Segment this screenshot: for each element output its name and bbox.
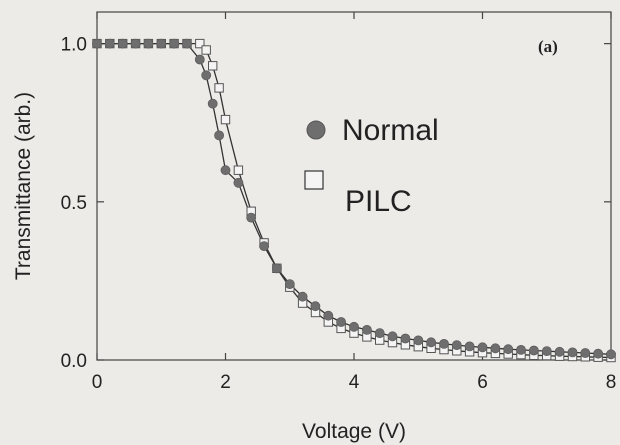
- legend-marker-normal: [306, 120, 326, 140]
- data-point-pilc: [233, 165, 244, 175]
- data-point-normal: [284, 279, 295, 289]
- data-point-normal: [201, 70, 212, 81]
- data-point-normal: [214, 130, 224, 141]
- data-point-normal: [387, 331, 398, 342]
- legend-label-normal: Normal: [342, 114, 439, 147]
- data-point-normal: [323, 310, 334, 321]
- data-point-normal: [130, 38, 141, 49]
- y-axis-title: Transmittance (arb.): [12, 92, 35, 280]
- data-point-normal: [529, 345, 539, 356]
- data-point-normal: [104, 38, 115, 49]
- data-point-normal: [246, 212, 257, 223]
- data-point-pilc: [214, 83, 224, 93]
- x-tick-label: 4: [349, 372, 360, 393]
- x-tick-label: 6: [477, 372, 488, 393]
- data-point-normal: [580, 348, 591, 358]
- data-point-normal: [207, 98, 218, 109]
- data-point-normal: [503, 344, 514, 355]
- data-point-normal: [336, 317, 346, 327]
- data-point-normal: [143, 38, 154, 49]
- data-point-normal: [271, 263, 282, 274]
- legend-label-pilc: PILC: [345, 185, 412, 218]
- x-axis-title: Voltage (V): [302, 420, 406, 443]
- x-tick-label: 8: [606, 372, 617, 393]
- legend: Normal PILC: [304, 114, 439, 218]
- data-point-normal: [220, 165, 231, 176]
- data-point-normal: [400, 333, 411, 344]
- data-point-pilc: [195, 38, 205, 49]
- data-point-normal: [413, 335, 424, 346]
- data-point-normal: [567, 347, 578, 358]
- x-tick-label: 0: [92, 372, 103, 393]
- data-point-normal: [361, 324, 372, 335]
- data-point-normal: [310, 301, 321, 312]
- data-point-normal: [439, 338, 449, 349]
- y-tick-label: 1.0: [61, 35, 87, 56]
- panel-label: (a): [538, 37, 558, 56]
- data-point-normal: [451, 340, 462, 350]
- data-point-normal: [464, 341, 475, 352]
- data-point-normal: [297, 291, 308, 302]
- data-point-pilc: [220, 114, 231, 125]
- data-point-normal: [194, 54, 205, 65]
- x-tick-label: 2: [220, 372, 231, 393]
- y-axis-ticks: 0.0 0.5 1.0: [61, 35, 611, 372]
- legend-marker-pilc: [304, 170, 324, 190]
- data-point-normal: [156, 38, 167, 49]
- data-point-normal: [117, 38, 128, 49]
- data-point-normal: [259, 241, 269, 251]
- data-point-normal: [606, 349, 616, 360]
- data-point-normal: [554, 346, 565, 357]
- y-tick-label: 0.0: [61, 351, 87, 372]
- data-point-pilc: [201, 45, 211, 55]
- data-point-normal: [181, 38, 192, 49]
- data-point-normal: [477, 342, 488, 353]
- data-point-normal: [233, 177, 244, 188]
- data-points: [92, 38, 616, 363]
- data-point-normal: [374, 328, 385, 338]
- data-point-normal: [426, 337, 436, 348]
- data-point-normal: [541, 346, 552, 356]
- data-point-normal: [516, 344, 526, 355]
- y-tick-label: 0.5: [61, 193, 87, 214]
- data-point-normal: [593, 348, 603, 359]
- data-point-normal: [169, 38, 179, 49]
- data-point-normal: [490, 343, 501, 354]
- data-point-normal: [92, 38, 102, 49]
- data-point-pilc: [208, 61, 218, 71]
- data-point-normal: [349, 321, 359, 332]
